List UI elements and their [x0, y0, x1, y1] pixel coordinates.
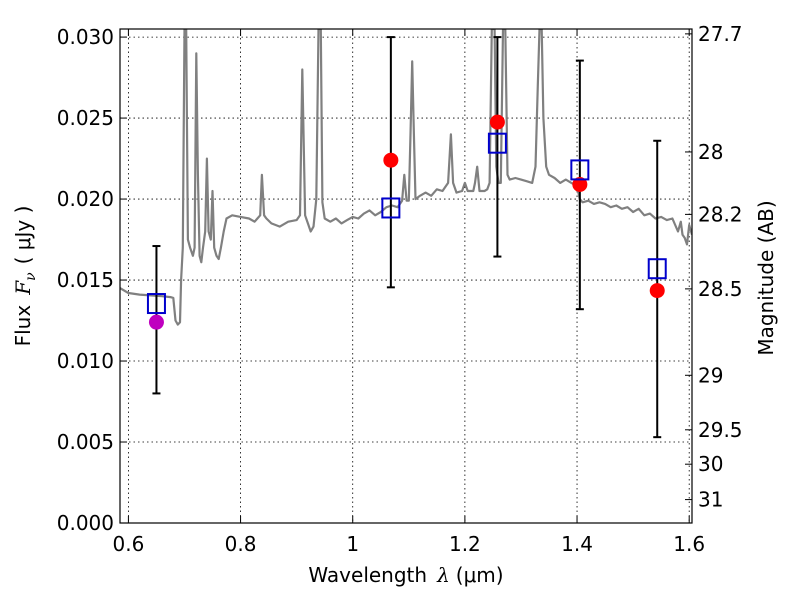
x-axis-label-symbol: λ — [436, 563, 450, 587]
y-tick-label: 0.010 — [57, 349, 114, 373]
x-axis-label-unit: (μm) — [456, 563, 504, 587]
y-tick-label: 0.025 — [57, 106, 114, 130]
y-axis-label-unit: ( μJy ) — [11, 206, 35, 265]
y-tick-label: 0.005 — [57, 430, 114, 454]
model-photometry-points — [146, 132, 667, 315]
magnitude-tick-labels: 27.7 28 28.2 28.5 29 29.5 30 31 — [698, 22, 743, 512]
mag-tick-label: 28.2 — [698, 202, 743, 226]
x-axis-label-prefix: Wavelength — [308, 563, 427, 587]
y-tick-labels: 0.000 0.005 0.010 0.015 0.020 0.025 0.030 — [57, 25, 114, 535]
x-tick-label: 0.6 — [113, 532, 145, 556]
errorbar-layer — [152, 36, 662, 439]
y-tick-label: 0.015 — [57, 268, 114, 292]
y-axis-title: Flux Fν ( μJy ) — [11, 206, 39, 347]
x-tick-label: 1.2 — [449, 532, 481, 556]
observed-point — [383, 152, 399, 168]
mag-tick-label: 31 — [698, 488, 723, 512]
grid-lines — [120, 29, 692, 524]
observed-point — [148, 314, 164, 330]
y-tick-label: 0.000 — [57, 511, 114, 535]
observed-points — [148, 114, 665, 330]
plot-frame — [119, 28, 693, 524]
x-axis-title: Wavelength λ (μm) — [308, 563, 503, 587]
mag-tick-label: 28.5 — [698, 277, 743, 301]
mag-tick-label: 28 — [698, 140, 723, 164]
y-tick-label: 0.020 — [57, 187, 114, 211]
model-photometry-square — [647, 258, 667, 280]
x-tick-labels: 0.6 0.8 1 1.2 1.4 1.6 — [113, 532, 706, 556]
observed-point — [489, 114, 505, 130]
observed-point — [649, 283, 665, 299]
right-axis-title: Magnitude (AB) — [754, 200, 778, 355]
x-tick-label: 0.8 — [225, 532, 257, 556]
y-axis-label-subscript: ν — [23, 272, 39, 281]
x-tick-label: 1.4 — [561, 532, 593, 556]
tick-marks — [120, 29, 692, 524]
model-photometry-square — [570, 159, 590, 181]
observed-point — [572, 176, 588, 192]
y-axis-label-prefix: Flux — [11, 305, 35, 347]
mag-tick-label: 30 — [698, 452, 723, 476]
model-photometry-square — [146, 293, 166, 315]
x-tick-label: 1 — [346, 532, 359, 556]
mag-tick-label: 29 — [698, 363, 723, 387]
x-tick-label: 1.6 — [673, 532, 705, 556]
mag-tick-label: 27.7 — [698, 22, 743, 46]
y-axis-label-symbol: F — [11, 280, 35, 296]
model-photometry-square — [487, 132, 507, 154]
mag-tick-label: 29.5 — [698, 418, 743, 442]
y-tick-label: 0.030 — [57, 25, 114, 49]
model-photometry-square — [381, 197, 401, 219]
